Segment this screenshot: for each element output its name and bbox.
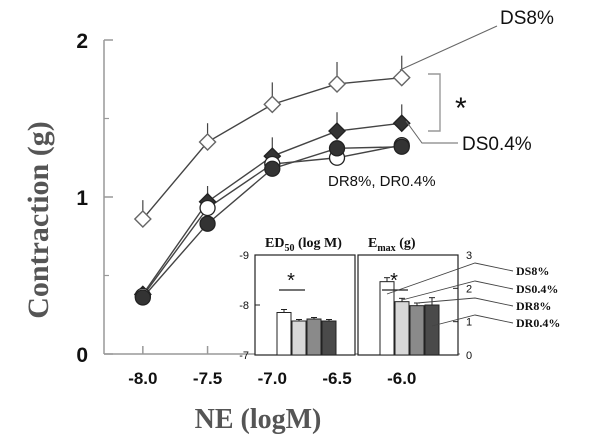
dr-label: DR8%, DR0.4% (328, 173, 436, 190)
marker-dr04 (134, 289, 151, 306)
inset-significance: * (287, 270, 295, 292)
marker-dr04 (393, 138, 410, 155)
inset-title: ED50 (log M) (265, 236, 342, 254)
inset-tick-label: -8 (239, 300, 249, 312)
main-error-bars (142, 55, 403, 219)
y-tick-label: 2 (76, 30, 88, 53)
main-markers (133, 68, 411, 306)
inset-bar-dr8 (306, 318, 322, 356)
inset-bar-ds04 (394, 301, 410, 356)
marker-dr8 (199, 199, 216, 217)
y-tick-label: 0 (76, 344, 88, 367)
x-tick-label: -7.5 (193, 369, 222, 388)
inset-legend: DS8% DS0.4% DR8% DR0.4% (386, 262, 560, 330)
inset-legend-label: DR0.4% (516, 316, 560, 330)
marker-ds8 (328, 74, 347, 93)
x-axis-title: NE (logM) (195, 404, 322, 435)
y-tick-label: 1 (76, 187, 88, 210)
inset-tick-label: 0 (466, 350, 472, 362)
inset-tick-label: 3 (466, 250, 472, 262)
ds04-label: DS0.4% (462, 134, 532, 155)
inset-title: Emax (g) (368, 236, 416, 254)
annotation-leaders (399, 25, 498, 144)
inset-legend-leader (386, 262, 514, 295)
inset-tick-label: 1 (466, 317, 472, 329)
inset-bar-dr04 (424, 304, 440, 356)
inset-bar-dr8 (409, 305, 425, 356)
inset-tick-label: 2 (466, 283, 472, 295)
y-axis-title: Contraction (g) (22, 121, 55, 318)
inset-tick-label: -9 (239, 250, 249, 262)
marker-ds8 (133, 209, 152, 228)
inset-legend-leader (431, 314, 514, 327)
ds8-leader (399, 25, 498, 71)
marker-dr04 (264, 160, 281, 177)
marker-dr04 (328, 140, 346, 157)
inset-bar-dr04 (321, 320, 337, 356)
marker-ds04 (392, 114, 411, 133)
inset-tick-label: -7 (239, 350, 249, 362)
x-tick-label: -8.0 (128, 369, 157, 388)
main-axes: 0 1 2 -8.0 -7.5 -7.0 -6.5 -6.0 (76, 30, 460, 388)
inset-bar-ds04 (291, 320, 307, 356)
marker-ds8 (392, 68, 411, 87)
inset-ed50: ED50 (log M) -9 -8 -7 * (239, 236, 356, 362)
significance-bracket (428, 73, 441, 132)
inset-bar-ds8 (276, 312, 292, 356)
inset-significance: * (390, 270, 398, 292)
marker-ds8 (263, 95, 282, 114)
ds8-label: DS8% (500, 8, 554, 29)
ds04-leader (405, 120, 458, 144)
marker-ds04 (328, 122, 347, 141)
x-tick-label: -6.0 (387, 369, 416, 388)
marker-ds8 (198, 133, 217, 152)
inset-emax: Emax (g) 3 2 1 0 * (357, 236, 472, 362)
x-tick-label: -6.5 (322, 369, 351, 388)
inset-legend-leader (416, 297, 514, 307)
x-tick-label: -7.0 (258, 369, 287, 388)
significance-asterisk: * (455, 92, 467, 125)
inset-legend-leader (401, 280, 514, 301)
marker-dr04 (199, 215, 216, 232)
inset-legend-label: DR8% (516, 299, 551, 313)
inset-legend-label: DS0.4% (516, 282, 558, 296)
inset-legend-label: DS8% (516, 264, 549, 278)
